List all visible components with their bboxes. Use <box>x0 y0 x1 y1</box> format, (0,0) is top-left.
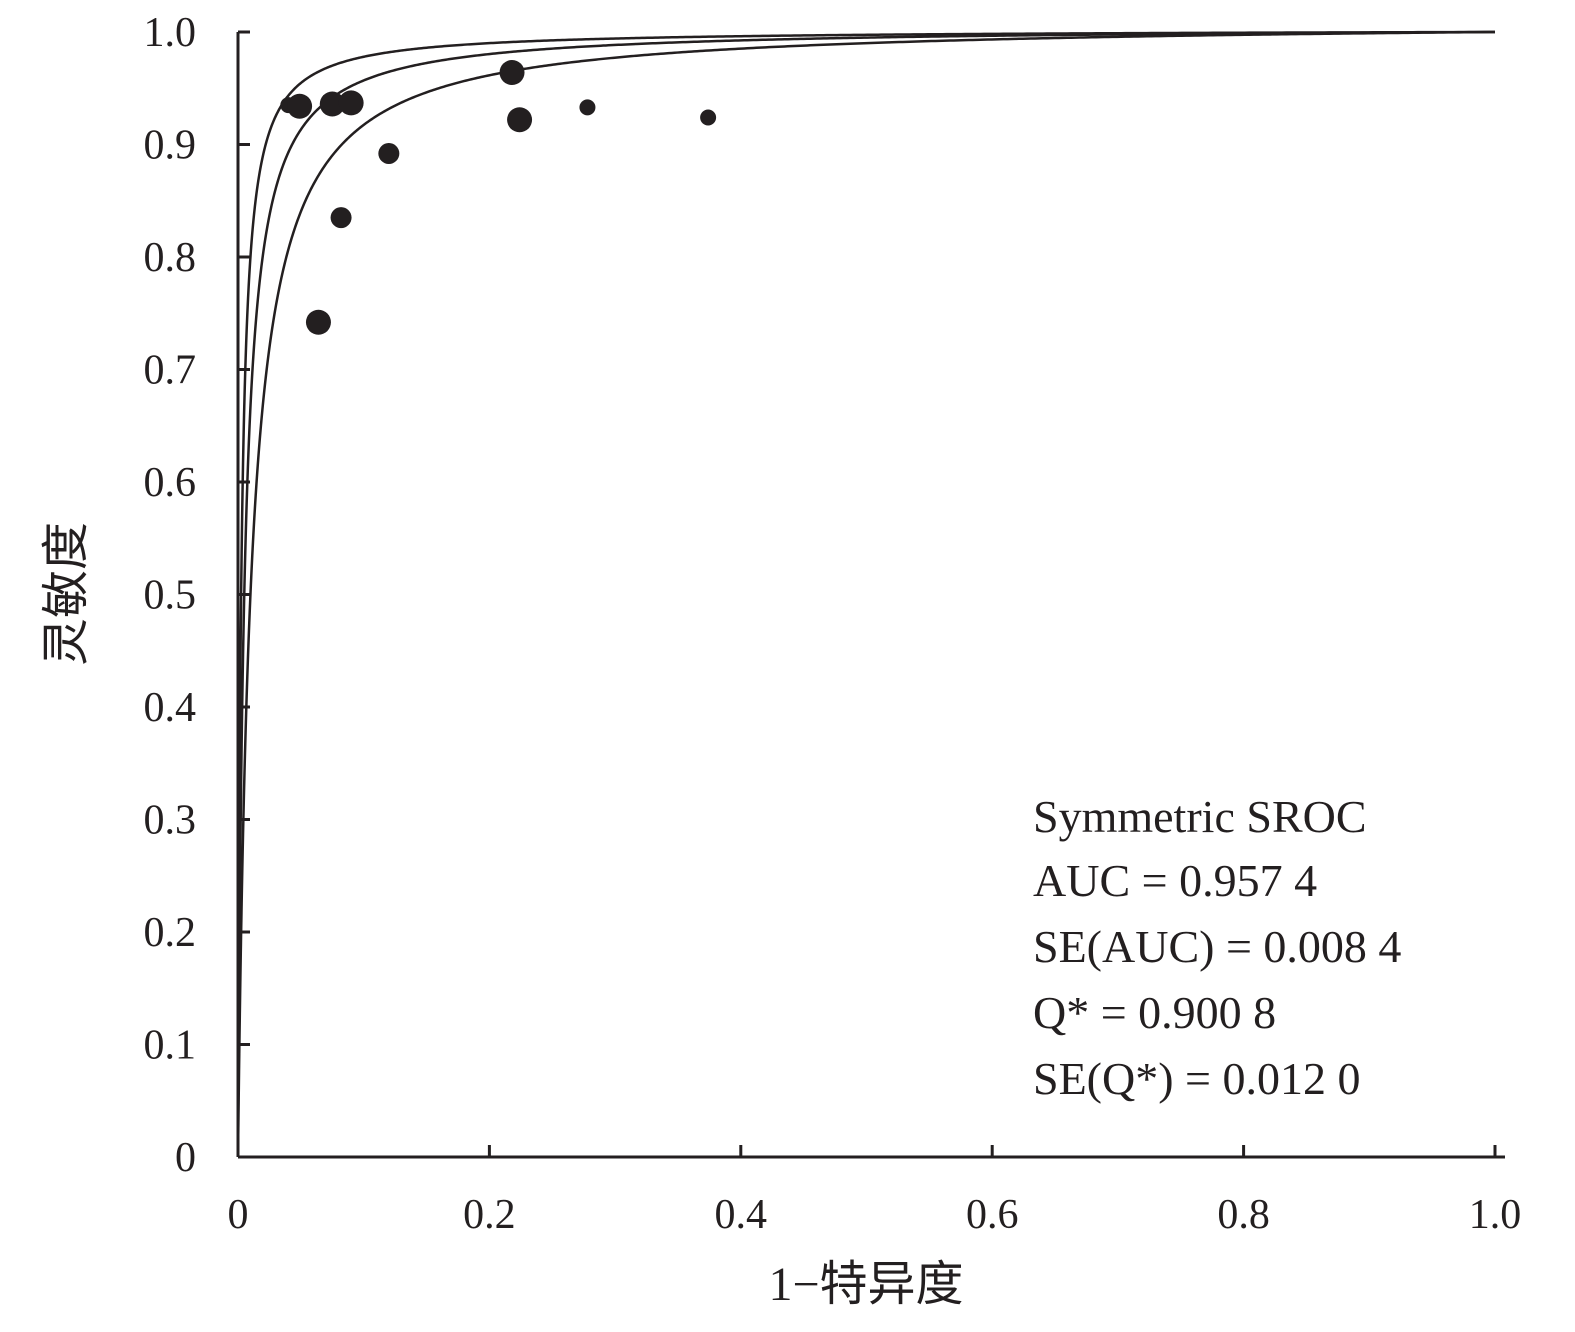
y-tick-label: 0.8 <box>144 235 197 281</box>
x-tick-label: 0.2 <box>463 1192 516 1238</box>
study-point <box>319 91 345 117</box>
y-tick-label: 0.2 <box>144 910 197 956</box>
y-tick-label: 0.4 <box>144 685 197 731</box>
x-tick-label: 1.0 <box>1469 1192 1522 1238</box>
axes <box>236 32 1505 1159</box>
y-tick-label: 1.0 <box>144 10 197 56</box>
y-tick-label: 0.1 <box>144 1023 197 1069</box>
study-point <box>378 143 400 164</box>
study-point <box>305 309 331 335</box>
study-point <box>287 93 313 119</box>
x-axis-title: 1−特异度 <box>768 1258 963 1311</box>
study-points <box>280 60 717 335</box>
study-point <box>338 90 364 116</box>
y-tick-label: 0.9 <box>144 123 197 169</box>
study-point <box>499 60 525 85</box>
sroc-curves <box>236 30 1496 1157</box>
stat-line-se-auc: SE(AUC) = 0.008 4 <box>1033 921 1401 972</box>
sroc-curve-lower <box>236 30 1496 1157</box>
x-ticks: 0 0.2 0.4 0.6 0.8 1.0 <box>228 1145 1522 1238</box>
y-tick-label: 0.3 <box>144 798 197 844</box>
x-tick-label: 0 <box>228 1192 249 1238</box>
study-point <box>507 107 533 133</box>
y-ticks: 0 0.1 0.2 0.3 0.4 0.5 0.6 0.7 0.8 0.9 1.0 <box>144 10 250 1181</box>
x-tick-label: 0.4 <box>715 1192 768 1238</box>
x-tick-label: 0.8 <box>1217 1192 1270 1238</box>
study-point <box>579 99 596 116</box>
study-point <box>700 109 717 126</box>
y-tick-label: 0.6 <box>144 460 197 506</box>
sroc-curve-sroc <box>236 30 1496 1157</box>
stat-line-se-q-star: SE(Q*) = 0.012 0 <box>1033 1053 1360 1104</box>
y-tick-label: 0.7 <box>144 348 197 394</box>
sroc-curve-upper <box>236 30 1496 1157</box>
x-tick-label: 0.6 <box>966 1192 1019 1238</box>
stats-annotation: Symmetric SROC AUC = 0.957 4 SE(AUC) = 0… <box>1033 791 1401 1104</box>
stat-line-q-star: Q* = 0.900 8 <box>1033 987 1276 1038</box>
y-tick-label: 0 <box>175 1135 196 1181</box>
stat-line-auc: AUC = 0.957 4 <box>1033 855 1317 906</box>
study-point <box>330 207 352 229</box>
y-tick-label: 0.5 <box>144 573 197 619</box>
y-axis-title: 灵敏度 <box>40 522 93 666</box>
stat-line-method: Symmetric SROC <box>1033 791 1367 842</box>
